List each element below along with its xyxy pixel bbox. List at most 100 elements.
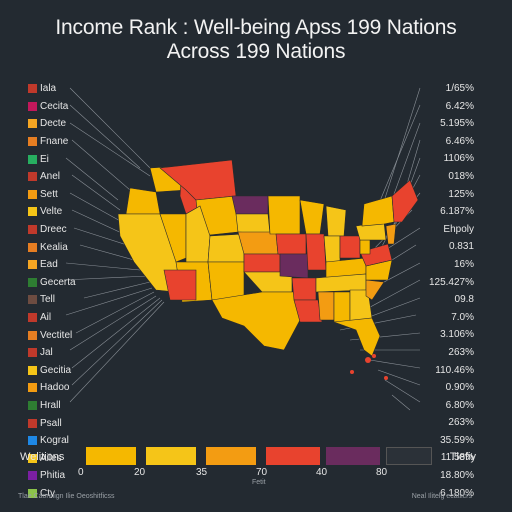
- right-value-item: 6.187%: [440, 206, 474, 218]
- left-label-text: Ei: [40, 153, 49, 165]
- left-label-text: Cecita: [40, 100, 69, 112]
- right-value-item: 0.90%: [445, 382, 474, 394]
- flag-swatch-icon: [28, 418, 37, 428]
- left-label-text: Gecerta: [40, 276, 76, 288]
- left-label-text: Anel: [40, 171, 61, 183]
- flag-swatch-icon: [28, 172, 37, 182]
- flag-swatch-icon: [28, 207, 37, 217]
- region-iowa: [275, 233, 307, 255]
- legend-tick-6: 80: [376, 467, 388, 478]
- legend-tick-2: 20: [134, 467, 146, 478]
- region-south-dakota: [235, 213, 271, 235]
- left-label-text: Hrall: [40, 399, 61, 411]
- flag-swatch-icon: [28, 453, 37, 463]
- right-value-item: 6.80%: [445, 399, 474, 411]
- region-south-carolina: [365, 279, 385, 301]
- left-label-item: Psall: [28, 414, 108, 432]
- region-nebraska: [237, 231, 279, 255]
- region-minnesota: [267, 195, 301, 235]
- region-alabama: [333, 291, 351, 323]
- legend-bin-1: [86, 447, 136, 465]
- right-value-item: 125%: [448, 188, 474, 200]
- right-value-item: 35.59%: [440, 434, 474, 446]
- right-value-item: 018%: [448, 170, 474, 182]
- flag-swatch-icon: [28, 137, 37, 147]
- region-louisiana: [293, 299, 323, 323]
- flag-swatch-icon: [28, 348, 37, 358]
- region-missouri: [279, 253, 309, 279]
- right-value-item: 125.427%: [428, 276, 474, 288]
- left-label-text: Iala: [40, 83, 57, 95]
- flag-swatch-icon: [28, 365, 37, 375]
- left-label-item: Cty: [28, 485, 108, 503]
- right-value-item: 6.180%: [440, 487, 474, 499]
- right-value-item: 7.0%: [451, 311, 474, 323]
- left-label-text: Psall: [40, 417, 62, 429]
- legend-tick-4: 70: [256, 467, 268, 478]
- flag-swatch-icon: [28, 488, 37, 498]
- left-label-text: Decte: [40, 118, 67, 130]
- left-label-item: Hadoo: [28, 379, 108, 397]
- region-mississippi: [317, 291, 335, 321]
- legend-bin-4: [266, 447, 320, 465]
- flag-swatch-icon: [28, 277, 37, 287]
- region-colorado: [207, 233, 245, 263]
- legend-tick-1: 0: [78, 467, 84, 478]
- right-value-item: 263%: [448, 417, 474, 429]
- left-label-text: Hadoo: [40, 382, 70, 394]
- footer-source-right: Neal Ilitelg ecatlicrs: [411, 493, 472, 500]
- legend-tick-3: 35: [196, 467, 208, 478]
- region-indiana: [323, 235, 341, 263]
- region-texas: [211, 291, 301, 351]
- region-west-virginia: [359, 239, 371, 255]
- flag-swatch-icon: [28, 436, 37, 446]
- left-label-text: Ailes: [40, 452, 62, 464]
- right-value-list: 1/65% 6.42% 5.195% 6.46% 1106% 018% 125% 6.187%…: [404, 80, 474, 502]
- left-label-item: Iala: [28, 80, 108, 98]
- left-label-text: Cty: [40, 487, 55, 499]
- left-label-text: Vectitel: [40, 329, 73, 341]
- right-value-item: 0.831: [448, 241, 474, 253]
- left-label-text: Fnane: [40, 136, 69, 148]
- islands: [350, 354, 388, 380]
- region-florida: [333, 317, 381, 357]
- left-label-item: Hrall: [28, 397, 108, 415]
- flag-swatch-icon: [28, 313, 37, 323]
- right-value-item: 263%: [448, 346, 474, 358]
- region-ohio: [339, 235, 361, 259]
- region-oregon: [125, 187, 161, 215]
- flag-swatch-icon: [28, 295, 37, 305]
- left-label-item: Ead: [28, 256, 108, 274]
- legend-tick-5: 40: [316, 467, 328, 478]
- flag-swatch-icon: [28, 242, 37, 252]
- left-label-text: Ead: [40, 259, 58, 271]
- right-value-item: 5.195%: [440, 118, 474, 130]
- left-label-item: Fnane: [28, 133, 108, 151]
- left-label-text: Phitia: [40, 470, 66, 482]
- left-label-item: Ei: [28, 150, 108, 168]
- left-label-item: Ailes: [28, 449, 108, 467]
- left-label-list: Iala Cecita Decte Fnane Ei Anel Sett Velte Dreec…: [28, 80, 108, 502]
- flag-swatch-icon: [28, 225, 37, 235]
- right-value-item: 16%: [453, 258, 474, 270]
- region-wisconsin: [299, 199, 325, 235]
- footer-source-left: Tlae Caonnign Ilie Oeoshitficss: [18, 493, 115, 500]
- legend-bin-3: [206, 447, 256, 465]
- left-label-item: Cecita: [28, 98, 108, 116]
- flag-swatch-icon: [28, 84, 37, 94]
- region-new-york: [361, 195, 395, 227]
- left-label-item: Vectitel: [28, 326, 108, 344]
- left-label-text: Velte: [40, 206, 63, 218]
- right-value-item: 1/65%: [445, 83, 474, 94]
- left-label-item: Ail: [28, 309, 108, 327]
- region-illinois: [305, 233, 327, 271]
- region-texas-west: [163, 269, 197, 301]
- flag-swatch-icon: [28, 101, 37, 111]
- left-label-item: Gecerta: [28, 274, 108, 292]
- right-value-item: 09.8: [454, 294, 474, 306]
- region-new-england: [391, 179, 419, 223]
- flag-swatch-icon: [28, 119, 37, 129]
- flag-swatch-icon: [28, 154, 37, 164]
- right-value-item: 1106%: [443, 153, 474, 165]
- region-north-dakota: [231, 195, 269, 215]
